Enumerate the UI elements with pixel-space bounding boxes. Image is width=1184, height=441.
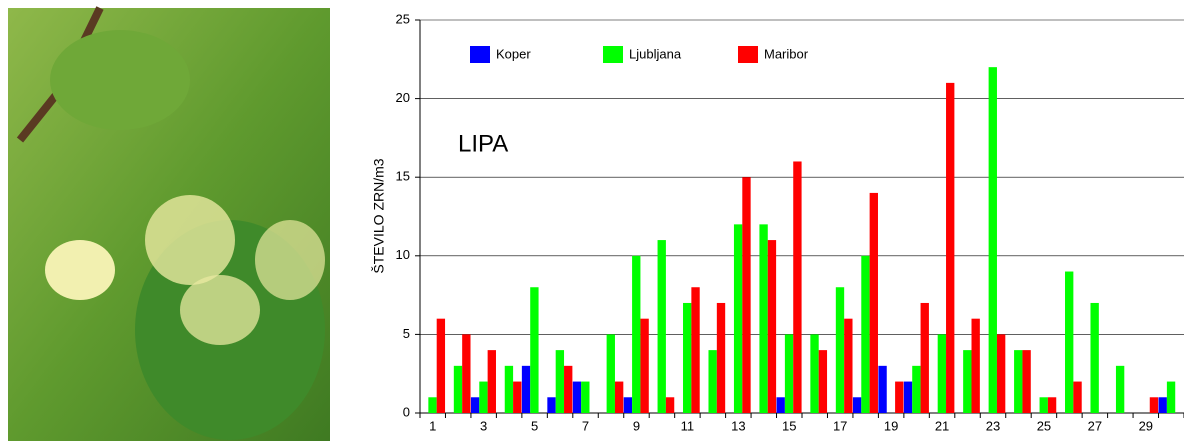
bar bbox=[895, 381, 904, 413]
bar bbox=[479, 381, 488, 413]
bar bbox=[733, 224, 743, 413]
x-tick-label: 13 bbox=[731, 418, 745, 433]
annotation: LIPA bbox=[458, 130, 508, 157]
y-tick-label: 20 bbox=[396, 90, 410, 105]
photo bbox=[8, 6, 330, 441]
bar bbox=[1014, 350, 1023, 413]
bar bbox=[996, 334, 1006, 413]
bar bbox=[521, 365, 531, 413]
bar bbox=[903, 381, 913, 413]
bar bbox=[1158, 397, 1167, 413]
bar bbox=[818, 350, 828, 413]
x-tick-label: 21 bbox=[935, 418, 949, 433]
x-tick-label: 7 bbox=[582, 418, 589, 433]
x-tick-label: 17 bbox=[833, 418, 847, 433]
bar bbox=[513, 381, 522, 413]
bar bbox=[547, 397, 556, 413]
bar bbox=[759, 224, 768, 413]
bar bbox=[1115, 365, 1125, 413]
bar bbox=[1090, 302, 1099, 413]
bar bbox=[1039, 397, 1048, 413]
legend-swatch bbox=[603, 46, 623, 63]
x-tick-label: 29 bbox=[1139, 418, 1153, 433]
bar bbox=[708, 350, 717, 413]
legend-label: Koper bbox=[496, 46, 531, 61]
x-tick-label: 3 bbox=[480, 418, 487, 433]
bar bbox=[555, 350, 565, 413]
x-tick-label: 15 bbox=[782, 418, 796, 433]
x-tick-label: 27 bbox=[1088, 418, 1102, 433]
bar bbox=[683, 302, 692, 413]
bar bbox=[691, 287, 700, 413]
x-tick-label: 9 bbox=[633, 418, 640, 433]
y-tick-label: 25 bbox=[396, 11, 410, 26]
bar bbox=[869, 192, 878, 413]
bar bbox=[1073, 381, 1082, 413]
bar bbox=[1149, 397, 1159, 413]
bar bbox=[810, 334, 819, 413]
y-tick-label: 5 bbox=[403, 326, 410, 341]
bar bbox=[1022, 350, 1031, 413]
y-tick-label: 0 bbox=[403, 404, 410, 419]
bar bbox=[988, 67, 997, 413]
legend-label: Ljubljana bbox=[629, 46, 682, 61]
bar bbox=[861, 255, 870, 413]
bar bbox=[614, 381, 624, 413]
bar bbox=[640, 318, 649, 413]
bar bbox=[878, 365, 887, 413]
legend-swatch bbox=[470, 46, 490, 63]
y-tick-label: 10 bbox=[396, 247, 410, 262]
bar bbox=[462, 334, 471, 413]
bar bbox=[470, 397, 480, 413]
bar bbox=[971, 318, 980, 413]
bar bbox=[784, 334, 794, 413]
bar bbox=[428, 397, 437, 413]
x-tick-label: 1 bbox=[429, 418, 436, 433]
x-tick-label: 5 bbox=[531, 418, 538, 433]
x-tick-label: 19 bbox=[884, 418, 898, 433]
bar bbox=[487, 350, 496, 413]
bar bbox=[581, 381, 590, 413]
bar bbox=[530, 287, 539, 413]
bar bbox=[776, 397, 785, 413]
bar bbox=[1065, 271, 1074, 413]
bar bbox=[632, 255, 641, 413]
bar bbox=[606, 334, 615, 413]
legend-label: Maribor bbox=[764, 46, 809, 61]
bar bbox=[436, 318, 446, 413]
bar bbox=[572, 381, 582, 413]
bar bbox=[844, 318, 853, 413]
y-tick-label: 15 bbox=[396, 169, 410, 184]
legend-swatch bbox=[738, 46, 758, 63]
bar bbox=[504, 365, 514, 413]
bar bbox=[963, 350, 972, 413]
x-tick-label: 25 bbox=[1037, 418, 1051, 433]
bar bbox=[564, 365, 573, 413]
bar bbox=[716, 302, 726, 413]
bar bbox=[835, 287, 845, 413]
bar bbox=[937, 334, 947, 413]
bar bbox=[1166, 381, 1176, 413]
bar bbox=[852, 397, 862, 413]
y-axis-label: ŠTEVILO ZRN/m3 bbox=[371, 158, 387, 273]
bar bbox=[742, 177, 751, 413]
bar bbox=[657, 240, 666, 413]
bar bbox=[623, 397, 633, 413]
bar bbox=[946, 82, 955, 413]
x-tick-label: 11 bbox=[681, 418, 695, 433]
bar bbox=[665, 397, 675, 413]
bar bbox=[453, 365, 463, 413]
bar bbox=[793, 161, 802, 413]
bar bbox=[767, 240, 777, 413]
bar bbox=[912, 365, 921, 413]
x-tick-label: 23 bbox=[986, 418, 1000, 433]
bar bbox=[1047, 397, 1057, 413]
bar bbox=[920, 302, 929, 413]
